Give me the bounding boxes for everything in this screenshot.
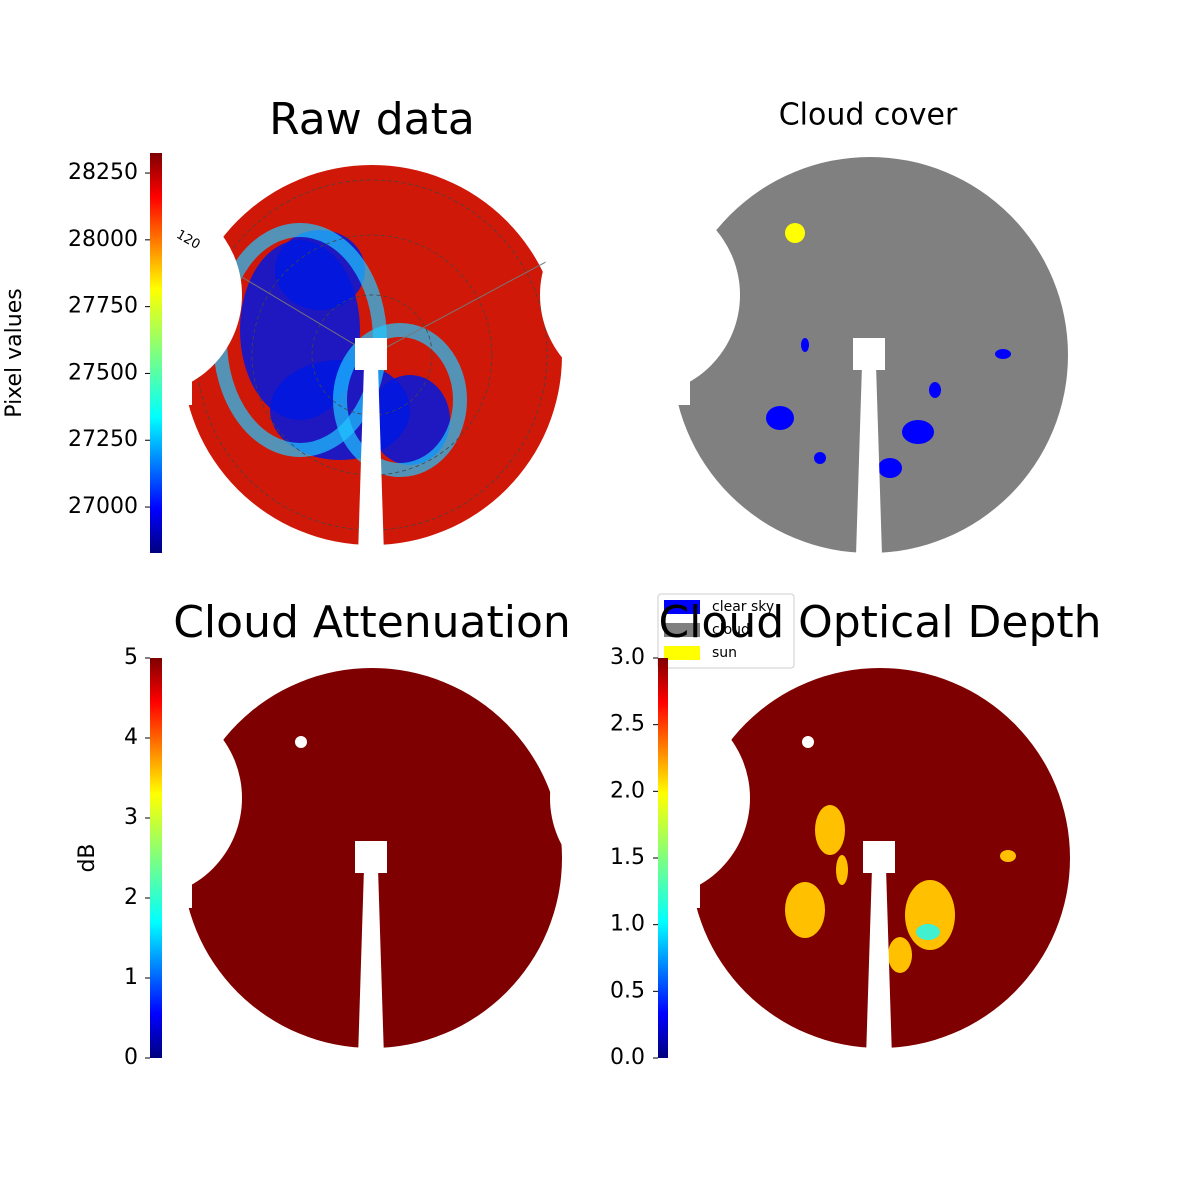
- sky-image: [540, 157, 1068, 555]
- mast-head: [853, 338, 885, 370]
- cloud-edge: [333, 323, 467, 477]
- colorbar-tick-label: 1.0: [610, 912, 645, 937]
- legend-label: sun: [712, 645, 737, 661]
- sky-image: [42, 165, 573, 555]
- sky-image: [550, 668, 1070, 1058]
- sun: [785, 223, 805, 243]
- sun-mask: [295, 736, 307, 748]
- polar-spoke: [371, 247, 573, 356]
- mast: [866, 868, 892, 1058]
- panel-title: Raw data: [269, 94, 475, 145]
- optical-depth-region: [815, 805, 845, 855]
- lower-left-mask: [142, 868, 192, 908]
- clear-sky-region: [814, 452, 826, 464]
- colorbar-label: dB: [75, 843, 100, 872]
- legend-label: cloud: [712, 622, 750, 638]
- mast: [358, 365, 384, 555]
- sun-mask: [802, 736, 814, 748]
- mast-head: [863, 841, 895, 873]
- mast-head: [355, 338, 387, 370]
- colorbar-tick-label: 1.5: [610, 845, 645, 870]
- sky-image: [42, 668, 562, 1058]
- clear-sky-region: [995, 349, 1011, 359]
- horizon-mask: [550, 698, 750, 898]
- clear-sky-region: [902, 420, 934, 444]
- colorbar-tick-label: 27000: [68, 494, 138, 519]
- optical-depth-region: [836, 855, 848, 885]
- optical-depth-region: [785, 882, 825, 938]
- panel-title: Cloud cover: [779, 98, 958, 133]
- colorbar-tick-label: 2.5: [610, 712, 645, 737]
- colorbar: [658, 658, 668, 1058]
- cloud-region: [275, 230, 365, 310]
- colorbar-tick-label: 28000: [68, 227, 138, 252]
- colorbar: [150, 153, 162, 553]
- mast: [856, 365, 882, 555]
- colorbar-tick-label: 0.5: [610, 978, 645, 1003]
- optical-depth-region: [888, 937, 912, 973]
- legend-label: clear sky: [712, 599, 774, 615]
- colorbar-tick-label: 3.0: [610, 645, 645, 670]
- clear-sky-region: [929, 382, 941, 398]
- optical-depth-region: [1000, 850, 1016, 862]
- colorbar-tick-label: 2: [124, 885, 138, 910]
- clear-sky-region: [766, 406, 794, 430]
- colorbar-tick-label: 5: [124, 645, 138, 670]
- mast: [358, 868, 384, 1058]
- colorbar-tick-label: 0.0: [610, 1045, 645, 1070]
- colorbar-tick-label: 27500: [68, 360, 138, 385]
- clear-sky-region: [878, 458, 902, 478]
- lower-left-mask: [650, 868, 700, 908]
- colorbar-tick-label: 2.0: [610, 778, 645, 803]
- panel-title: Cloud Attenuation: [173, 597, 571, 648]
- colorbar-tick-label: 27250: [68, 427, 138, 452]
- lower-left-mask: [640, 365, 690, 405]
- cloud-region: [370, 375, 450, 465]
- clear-sky-region: [801, 338, 809, 352]
- legend-swatch: [664, 600, 700, 614]
- panel-title: Cloud Optical Depth: [658, 597, 1101, 648]
- colorbar: [150, 658, 162, 1058]
- colorbar-tick-label: 0: [124, 1045, 138, 1070]
- colorbar-tick-label: 27750: [68, 294, 138, 319]
- legend-swatch: [664, 646, 700, 660]
- lower-left-mask: [142, 365, 192, 405]
- colorbar-tick-label: 1: [124, 965, 138, 990]
- optical-depth-core: [916, 924, 940, 940]
- colorbar-tick-label: 4: [124, 725, 138, 750]
- colorbar-tick-label: 3: [124, 805, 138, 830]
- mast-head: [355, 841, 387, 873]
- horizon-mask: [42, 195, 242, 395]
- colorbar-tick-label: 28250: [68, 160, 138, 185]
- horizon-mask: [42, 698, 242, 898]
- horizon-mask: [540, 195, 740, 395]
- legend-swatch: [664, 623, 700, 637]
- polar-ring: [251, 234, 493, 476]
- colorbar-label: Pixel values: [2, 288, 27, 417]
